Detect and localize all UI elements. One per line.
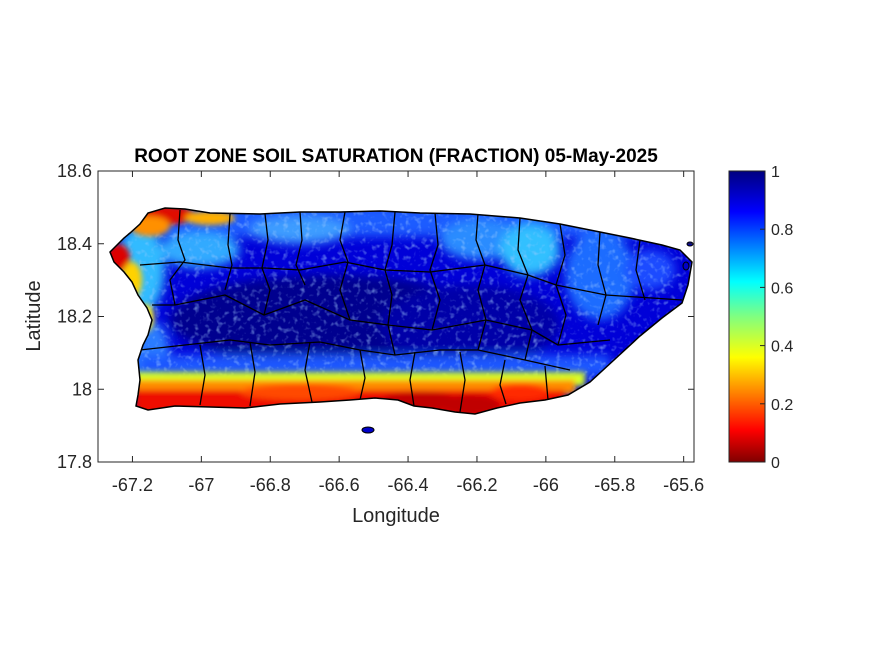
x-tick-label: -65.6 <box>663 475 704 495</box>
colorbar-ticks: 1 0.8 0.6 0.4 0.2 0 <box>760 164 793 472</box>
x-tick-label: -67 <box>188 475 214 495</box>
x-tick-label: -66 <box>533 475 559 495</box>
colorbar-tick-label: 0.4 <box>771 339 793 356</box>
x-tick-label: -65.8 <box>594 475 635 495</box>
x-axis: -67.2 -67 -66.8 -66.6 -66.4 -66.2 -66 -65.8 -65.… <box>112 171 704 495</box>
y-tick-label: 18.6 <box>57 161 92 181</box>
colorbar-tick-label: 0.2 <box>771 397 793 414</box>
y-axis: 18.6 18.4 18.2 18 17.8 <box>57 161 694 472</box>
x-tick-label: -66.6 <box>319 475 360 495</box>
x-tick-label: -67.2 <box>112 475 153 495</box>
saturation-field <box>110 208 692 414</box>
y-tick-label: 18.2 <box>57 307 92 327</box>
x-tick-label: -66.2 <box>456 475 497 495</box>
colorbar-tick-label: 0.6 <box>771 280 793 297</box>
colorbar-tick-label: 0 <box>771 455 780 472</box>
colorbar <box>728 170 766 463</box>
y-tick-label: 18.4 <box>57 234 92 254</box>
municipality-boundaries <box>139 209 683 413</box>
colorbar-tick-label: 0.8 <box>771 222 793 239</box>
y-axis-label: Latitude <box>23 280 45 351</box>
plot-title: ROOT ZONE SOIL SATURATION (FRACTION) 05-… <box>134 146 658 167</box>
y-tick-label: 17.8 <box>57 452 92 472</box>
colorbar-tick-label: 1 <box>771 164 780 181</box>
offshore-islets <box>361 241 694 434</box>
x-axis-label: Longitude <box>352 505 440 527</box>
y-tick-label: 18 <box>72 379 92 399</box>
x-tick-label: -66.4 <box>388 475 429 495</box>
x-tick-label: -66.8 <box>250 475 291 495</box>
